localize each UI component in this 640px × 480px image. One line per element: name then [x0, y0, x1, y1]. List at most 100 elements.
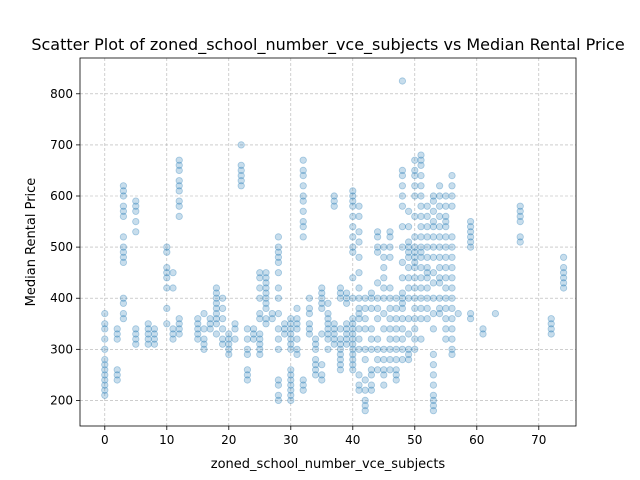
data-point	[287, 315, 295, 323]
data-point	[119, 248, 128, 256]
data-point	[287, 391, 295, 399]
data-point	[175, 187, 183, 195]
data-point	[367, 325, 375, 333]
data-point	[466, 238, 475, 246]
data-point	[380, 243, 388, 251]
data-point	[132, 197, 140, 205]
data-point	[411, 243, 419, 251]
data-point	[169, 330, 177, 338]
data-point	[448, 345, 456, 353]
data-point	[132, 330, 140, 338]
data-point	[435, 274, 444, 282]
data-point	[311, 345, 320, 353]
data-point	[559, 253, 568, 261]
data-point	[280, 320, 289, 328]
data-point	[175, 330, 183, 338]
data-point	[454, 309, 462, 318]
data-point	[132, 228, 140, 236]
data-point	[311, 340, 320, 348]
data-point	[287, 371, 295, 379]
data-point	[101, 381, 109, 389]
data-point	[336, 345, 344, 353]
data-point	[274, 269, 282, 277]
data-point	[442, 233, 450, 241]
data-point	[417, 274, 425, 282]
data-point	[274, 325, 282, 333]
data-point	[349, 212, 357, 220]
data-point	[349, 192, 357, 200]
data-point	[175, 166, 183, 174]
data-point	[417, 284, 425, 292]
data-point	[435, 243, 444, 251]
data-point	[342, 294, 351, 302]
y-tick-label: 200	[50, 393, 73, 407]
data-point	[411, 325, 419, 333]
data-point	[212, 330, 220, 338]
data-point	[411, 212, 419, 220]
data-point	[299, 223, 307, 231]
data-point	[194, 315, 202, 323]
data-point	[429, 371, 437, 379]
data-point	[373, 294, 382, 302]
data-point	[256, 345, 264, 353]
x-tick-label: 40	[345, 433, 360, 447]
data-point	[274, 243, 282, 251]
data-point	[113, 330, 121, 338]
data-point	[119, 253, 128, 261]
data-point	[386, 233, 394, 241]
data-point	[256, 294, 264, 302]
data-point	[311, 371, 320, 379]
data-point	[516, 202, 524, 210]
data-point	[435, 192, 444, 200]
data-point	[516, 212, 524, 220]
data-point	[262, 294, 270, 302]
data-point	[101, 335, 109, 343]
data-point	[398, 182, 406, 190]
data-point	[262, 299, 270, 307]
data-point	[305, 294, 313, 302]
data-point	[206, 325, 214, 333]
y-tick-label: 600	[50, 189, 73, 203]
data-point	[361, 294, 369, 302]
data-point	[243, 366, 251, 374]
data-point	[101, 366, 109, 374]
data-point	[411, 248, 419, 256]
data-point	[262, 289, 270, 297]
data-point	[367, 289, 375, 297]
data-point	[417, 151, 425, 159]
data-point	[373, 233, 382, 241]
data-point	[516, 207, 524, 215]
data-point	[516, 218, 524, 226]
data-point	[404, 350, 413, 358]
data-point	[336, 335, 344, 343]
data-point	[132, 325, 140, 333]
data-point	[355, 253, 363, 261]
data-point	[280, 330, 289, 338]
data-point	[442, 294, 450, 302]
data-point	[355, 335, 363, 343]
data-point	[293, 350, 301, 358]
data-point	[448, 233, 456, 241]
data-point	[262, 274, 270, 282]
data-point	[367, 304, 375, 312]
data-point	[237, 141, 245, 149]
data-point	[386, 243, 394, 251]
data-point	[287, 330, 295, 338]
data-point	[547, 325, 555, 333]
data-point	[256, 269, 264, 277]
data-point	[324, 325, 332, 333]
data-point	[417, 263, 425, 272]
data-point	[274, 233, 282, 241]
data-point	[132, 202, 140, 210]
data-point	[274, 345, 282, 353]
data-point	[256, 309, 264, 318]
y-tick-label: 500	[50, 240, 73, 254]
data-point	[361, 345, 369, 353]
data-point	[373, 248, 382, 256]
data-point	[219, 294, 227, 302]
data-point	[398, 192, 406, 200]
data-point	[404, 345, 413, 353]
data-point	[256, 350, 264, 358]
data-point	[256, 335, 264, 343]
x-tick-label: 0	[101, 433, 109, 447]
